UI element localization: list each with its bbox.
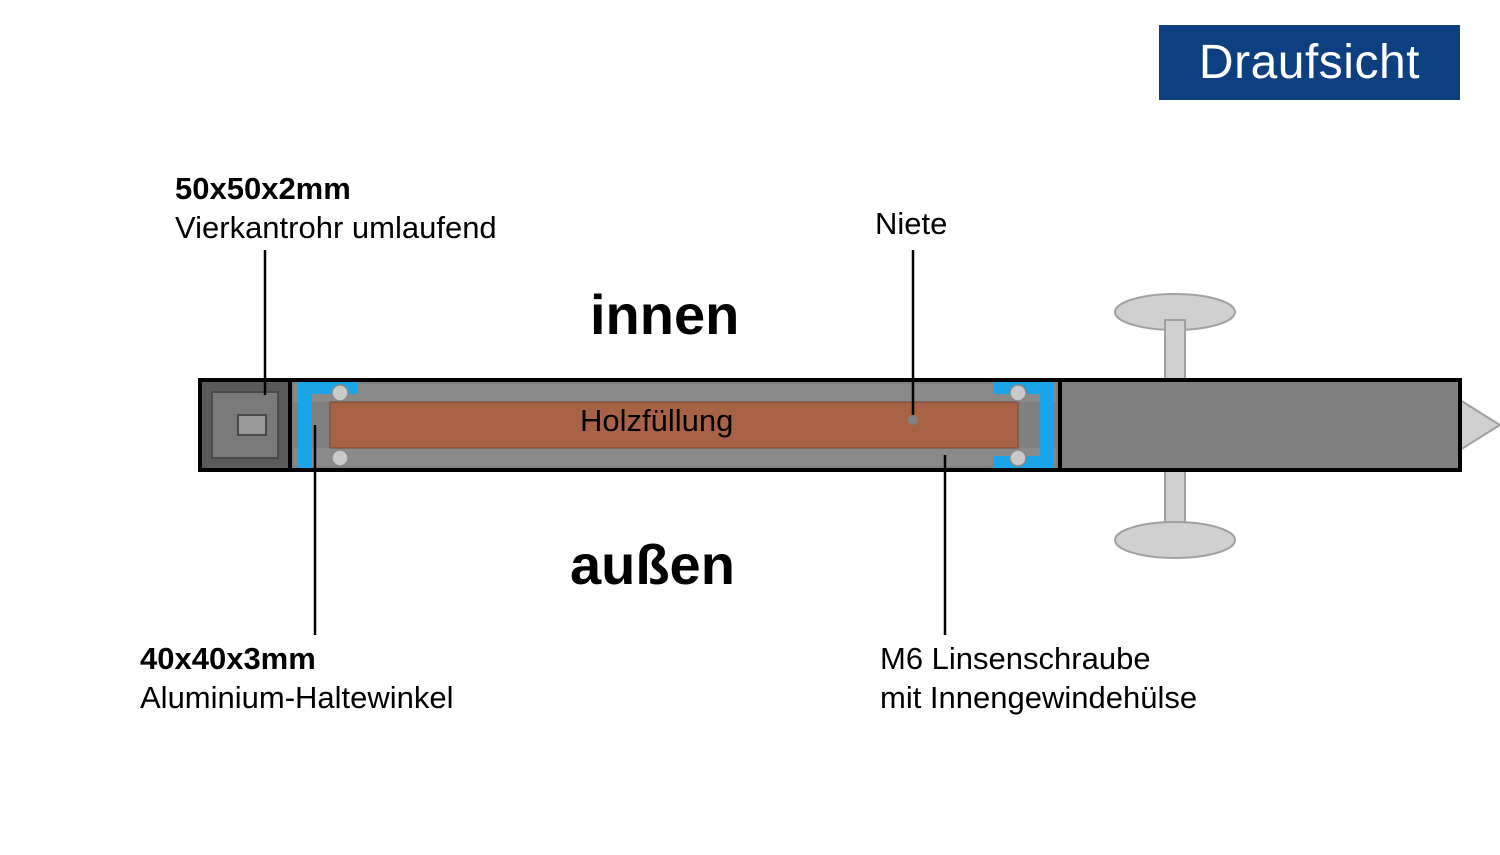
callout-haltewinkel-dim: 40x40x3mm	[140, 641, 316, 676]
callout-haltewinkel: 40x40x3mm Aluminium-Haltewinkel	[140, 640, 454, 718]
label-holzfuellung: Holzfüllung	[580, 402, 733, 441]
callout-vierkantrohr: 50x50x2mm Vierkantrohr umlaufend	[175, 170, 497, 248]
callout-vierkantrohr-text: Vierkantrohr umlaufend	[175, 210, 497, 245]
callout-schraube: M6 Linsenschraube mit Innengewindehülse	[880, 640, 1197, 718]
callout-schraube-line1: M6 Linsenschraube	[880, 641, 1151, 676]
diagram-canvas: Draufsicht	[0, 0, 1500, 855]
callout-haltewinkel-text: Aluminium-Haltewinkel	[140, 680, 454, 715]
label-innen: innen	[590, 280, 739, 350]
main-frame-bar	[200, 380, 1460, 470]
technical-drawing	[0, 0, 1500, 855]
callout-niete: Niete	[875, 205, 947, 244]
callout-vierkantrohr-dim: 50x50x2mm	[175, 171, 351, 206]
label-aussen: außen	[570, 530, 735, 600]
callout-schraube-line2: mit Innengewindehülse	[880, 680, 1197, 715]
